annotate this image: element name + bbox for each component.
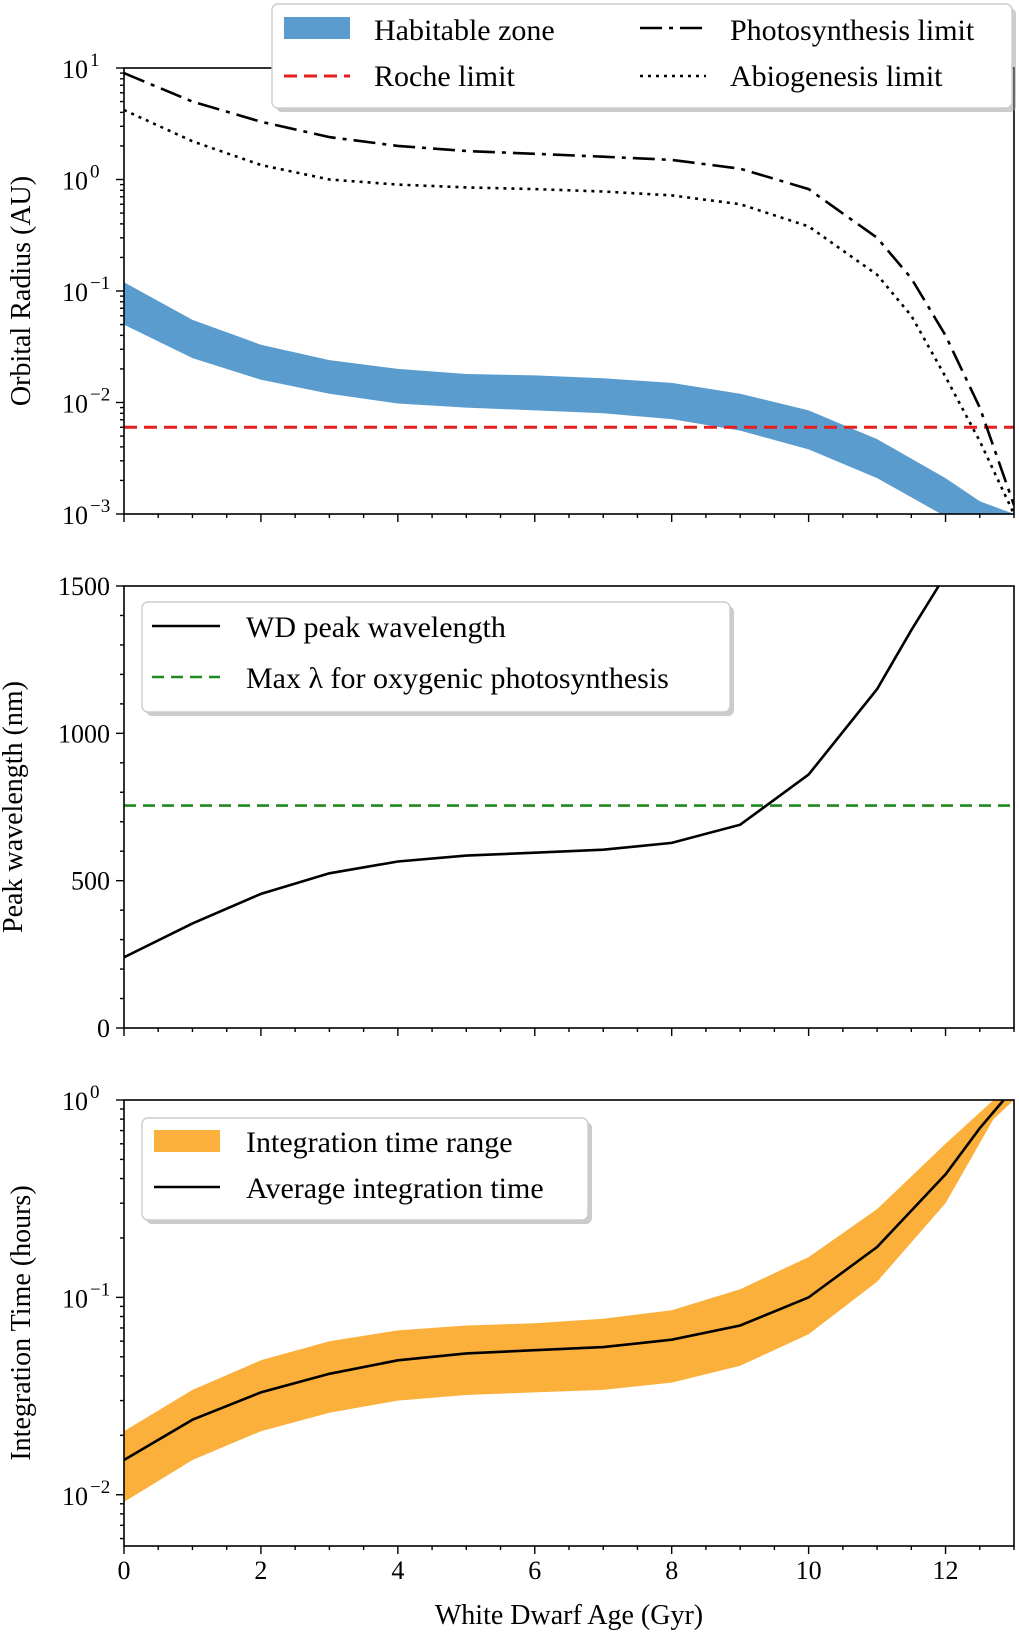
wd-peak-wavelength-line xyxy=(124,586,940,959)
y-tick-label: 10 xyxy=(62,1482,88,1511)
legend-integration-time-range: Integration time range xyxy=(246,1126,513,1159)
y-tick-label: 10 xyxy=(62,501,88,530)
x-tick-label: 4 xyxy=(391,1556,404,1585)
x-axis-label: White Dwarf Age (Gyr) xyxy=(435,1600,703,1631)
y-tick-label: 10 xyxy=(62,278,88,307)
x-tick-label: 0 xyxy=(118,1556,131,1585)
habitable-zone-band xyxy=(124,282,1014,514)
photosynthesis-limit-line xyxy=(124,71,1014,506)
y-tick-exponent: −1 xyxy=(90,273,110,294)
y-tick-label: 1500 xyxy=(58,572,110,601)
y-tick-exponent: −2 xyxy=(90,1477,110,1498)
y-tick-exponent: 0 xyxy=(90,1082,100,1103)
average-integration-time-line xyxy=(124,1100,1005,1462)
habitable-zone-legend-swatch xyxy=(284,17,350,39)
x-tick-label: 6 xyxy=(528,1556,541,1585)
legend-wd-peak-wavelength: WD peak wavelength xyxy=(246,611,506,644)
legend-max-lambda: Max λ for oxygenic photosynthesis xyxy=(246,662,669,695)
y-tick-exponent: −3 xyxy=(90,496,110,517)
y-tick-label: 10 xyxy=(62,167,88,196)
abiogenesis-limit-line xyxy=(124,108,1014,514)
legend-habitable-zone: Habitable zone xyxy=(374,14,555,47)
integration-time-legend: Integration time range Average integrati… xyxy=(141,1117,592,1224)
legend-roche-limit: Roche limit xyxy=(374,60,515,93)
x-tick-label: 12 xyxy=(933,1556,959,1585)
peak-wavelength-y-label: Peak wavelength (nm) xyxy=(0,681,29,933)
integration-time-x-ticks: 0 2 4 6 8 10 12 xyxy=(118,1546,1015,1585)
y-tick-exponent: 0 xyxy=(90,162,100,183)
orbital-radius-y-label: Orbital Radius (AU) xyxy=(6,176,37,406)
peak-wavelength-legend: WD peak wavelength Max λ for oxygenic ph… xyxy=(141,601,734,716)
y-tick-label: 10 xyxy=(62,1284,88,1313)
y-tick-label: 10 xyxy=(62,1087,88,1116)
y-tick-label: 10 xyxy=(62,55,88,84)
peak-wavelength-panel: 0 500 1000 1500 Peak wavelength (nm) WD pea… xyxy=(0,572,1015,1043)
orbital-radius-legend: Habitable zone Roche limit Photosynthesi… xyxy=(271,3,1016,112)
y-tick-label: 1000 xyxy=(58,719,110,748)
y-tick-label: 10 xyxy=(62,390,88,419)
y-tick-label: 500 xyxy=(71,867,110,896)
y-tick-exponent: −2 xyxy=(90,385,110,406)
peak-wavelength-y-ticks: 0 500 1000 1500 xyxy=(58,572,124,1043)
legend-photosynthesis-limit: Photosynthesis limit xyxy=(730,14,975,47)
x-tick-label: 8 xyxy=(665,1556,678,1585)
orbital-radius-x-ticks xyxy=(123,514,1015,522)
integration-time-y-label: Integration Time (hours) xyxy=(6,1185,37,1460)
x-tick-label: 10 xyxy=(796,1556,822,1585)
peak-wavelength-x-ticks xyxy=(123,1028,1015,1036)
legend-abiogenesis-limit: Abiogenesis limit xyxy=(730,60,943,93)
x-tick-label: 2 xyxy=(254,1556,267,1585)
y-tick-exponent: −1 xyxy=(90,1279,110,1300)
integration-range-legend-swatch xyxy=(154,1130,220,1152)
y-tick-exponent: 1 xyxy=(90,50,100,71)
y-tick-label: 0 xyxy=(97,1014,110,1043)
legend-average-integration-time: Average integration time xyxy=(246,1172,544,1205)
integration-time-range-band xyxy=(124,1100,1014,1502)
